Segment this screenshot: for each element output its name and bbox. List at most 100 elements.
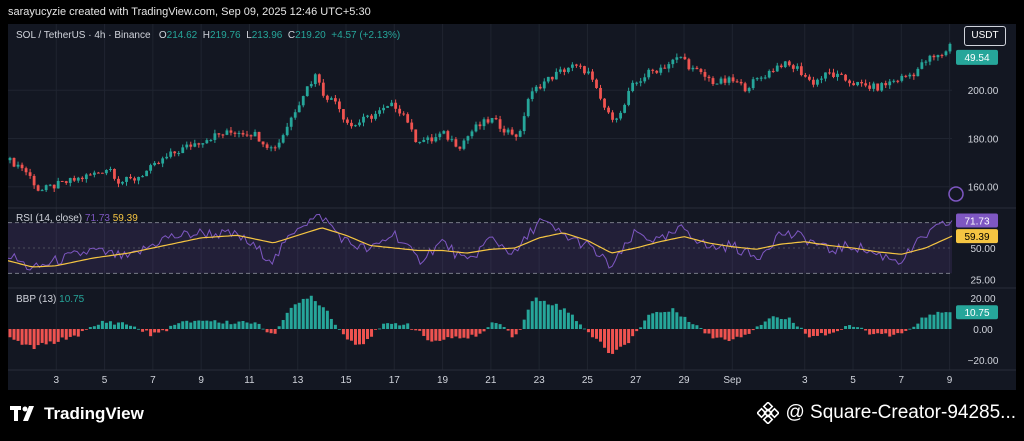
bbp-bar [434, 329, 438, 341]
low-value: 213.96 [251, 30, 283, 41]
candle-body [185, 144, 189, 148]
candle-body [591, 71, 594, 80]
candle-body [141, 176, 144, 178]
bbp-pane [8, 295, 952, 354]
candle-body [257, 131, 261, 142]
candle-body [647, 69, 651, 78]
candle-body [40, 190, 44, 192]
candle-body [470, 131, 474, 137]
candle-body [458, 146, 462, 149]
bbp-bar [137, 328, 141, 330]
symbol-label[interactable]: SOL / TetherUS · 4h · Binance [16, 30, 151, 41]
bbp-bar [177, 323, 181, 329]
candle-body [56, 180, 60, 189]
candle-body [514, 134, 518, 137]
bbp-bar [783, 319, 787, 329]
bbp-bar [510, 329, 514, 338]
bbp-bar [301, 298, 305, 329]
candle-body [92, 172, 96, 175]
bbp-bar [92, 326, 96, 329]
x-tick-label: 25 [582, 375, 594, 386]
candle-body [76, 177, 80, 181]
candle-body [655, 70, 659, 73]
rsi-value: 71.73 [84, 213, 110, 224]
candle-body [711, 78, 715, 85]
rsi-line [8, 213, 953, 271]
bbp-bar [767, 318, 771, 329]
candle-body [820, 78, 823, 80]
bbp-bar [538, 301, 542, 329]
bbp-bar [357, 329, 361, 345]
candle-body [799, 66, 803, 76]
bbp-bar [133, 326, 137, 329]
bbp-bar [791, 322, 795, 329]
candle-body [386, 106, 390, 108]
bbp-tick-label: 0.00 [973, 325, 993, 336]
candle-body [406, 114, 410, 123]
bbp-bar [582, 328, 586, 330]
candle-body [101, 172, 104, 174]
candle-body [366, 115, 369, 117]
low-label: L [246, 30, 252, 41]
bbp-bar [731, 329, 735, 340]
bbp-bar [382, 323, 386, 329]
high-label: H [202, 30, 211, 41]
bbp-bar [253, 322, 257, 329]
candle-body [735, 81, 739, 83]
chart-canvas[interactable]: 3 5 7 9 11 13 15 17 19 21 23 25 27 29 Sep 3 5 7 9 160.00 180… [8, 24, 1016, 390]
candle-body [338, 101, 341, 110]
candle-body [755, 78, 759, 80]
bbp-bar [249, 323, 253, 329]
bbp-label[interactable]: BBP (13) [16, 294, 57, 305]
created-with-line: sarayucyzie created with TradingView.com… [0, 0, 1024, 24]
candle-body [177, 153, 181, 155]
candle-body [703, 72, 707, 77]
candle-body [896, 80, 900, 82]
chart-frame[interactable]: 3 5 7 9 11 13 15 17 19 21 23 25 27 29 Sep 3 5 7 9 160.00 180… [8, 24, 1016, 390]
candle-body [747, 88, 751, 92]
candle-body [787, 61, 791, 66]
bbp-bar [667, 311, 671, 329]
candle-body [16, 164, 20, 167]
bbp-bar [273, 329, 277, 334]
candle-body [824, 72, 827, 79]
bbp-bar [775, 317, 779, 329]
candle-body [840, 73, 843, 75]
candle-body [189, 144, 193, 147]
bbp-bar [623, 329, 627, 345]
bbp-bar [554, 303, 558, 329]
candle-body [478, 124, 482, 127]
bbp-bar [506, 329, 510, 331]
x-tick-label: 29 [678, 375, 690, 386]
candle-body [105, 169, 108, 174]
candle-body [414, 129, 418, 143]
candle-body [293, 112, 297, 118]
bbp-bar [743, 329, 747, 335]
candle-body [329, 98, 333, 100]
change-value: +4.57 (+2.13%) [331, 30, 401, 41]
candle-body [595, 79, 598, 88]
x-tick-label: 23 [534, 375, 546, 386]
bbp-bar [72, 329, 76, 336]
bbp-bar [189, 322, 193, 329]
candle-body [133, 178, 136, 181]
bbp-bar [868, 329, 872, 335]
candle-body [627, 91, 631, 105]
bbp-bar [727, 329, 731, 342]
candle-body [277, 142, 281, 148]
close-label: C [287, 30, 296, 41]
bbp-bar [341, 329, 345, 335]
candle-body [245, 134, 249, 136]
bbp-bar [703, 329, 707, 334]
bbp-bar [165, 329, 169, 332]
rsi-label[interactable]: RSI (14, close) [16, 213, 83, 224]
currency-button[interactable]: USDT [964, 26, 1006, 46]
price-tick-label: 200.00 [968, 86, 999, 97]
candle-body [446, 131, 450, 140]
bbp-bar [900, 329, 904, 334]
candle-body [888, 81, 892, 86]
bbp-bar [474, 329, 478, 337]
x-tick-label: 27 [630, 375, 642, 386]
bbp-bar [297, 302, 301, 329]
bbp-bar [823, 329, 827, 336]
